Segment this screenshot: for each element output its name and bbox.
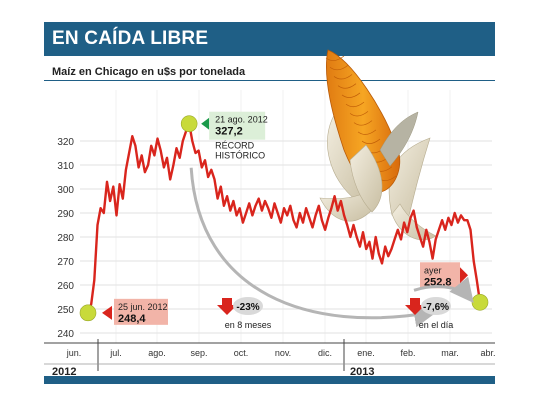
end-value-label: 252,8 xyxy=(424,276,452,288)
peak-label-box xyxy=(209,111,266,140)
y-tick-label-270: 270 xyxy=(57,257,74,268)
x-tick-label-0: jun. xyxy=(66,348,82,358)
corn-kernel-row-0 xyxy=(325,55,345,61)
corn-kernel-row-1 xyxy=(329,64,349,71)
drop-day-change-bubble xyxy=(421,297,451,315)
marker-end xyxy=(471,293,489,311)
x-tick-label-3: sep. xyxy=(190,348,207,358)
x-tick-label-2: ago. xyxy=(148,348,166,358)
end-date-label: ayer xyxy=(424,265,442,275)
corn-kernel-row-5 xyxy=(345,101,365,108)
x-tick-label-8: feb. xyxy=(400,348,415,358)
x-tick-label-7: ene. xyxy=(357,348,375,358)
x-tick-label-5: nov. xyxy=(275,348,291,358)
start-value-label: 248,4 xyxy=(118,313,146,325)
start-pointer xyxy=(102,305,112,320)
drop-8-months-period-label: en 8 meses xyxy=(225,320,272,330)
corn-kernel-row-9 xyxy=(361,138,381,144)
year-label-2013: 2013 xyxy=(350,366,374,378)
marker-peak xyxy=(180,115,198,133)
chart-subtitle: Maíz en Chicago en u$s por tonelada xyxy=(52,66,246,78)
drop-8-months-down-arrow-icon xyxy=(217,298,237,315)
x-tick-label-10: abr. xyxy=(480,348,495,358)
page-title: EN CAÍDA LIBRE xyxy=(52,28,209,49)
y-tick-label-260: 260 xyxy=(57,281,74,292)
drop-day-down-arrow-icon xyxy=(405,298,425,315)
drop-arrow-day xyxy=(413,276,474,303)
year-label-2012: 2012 xyxy=(52,366,76,378)
x-tick-label-6: dic. xyxy=(318,348,332,358)
drop-day-period-label: en el día xyxy=(419,320,454,330)
corn-husk-front xyxy=(349,144,383,213)
drop-day-change-label: -7,6% xyxy=(423,302,449,313)
corn-kernel-row-3 xyxy=(337,83,357,89)
drop-8-months-change-bubble xyxy=(233,297,263,315)
y-tick-label-280: 280 xyxy=(57,233,74,244)
corn-kernel-row-6 xyxy=(349,111,369,117)
subtitle-rule xyxy=(44,80,495,81)
y-tick-label-310: 310 xyxy=(57,161,74,172)
series-layer xyxy=(86,122,482,314)
footer-rule xyxy=(44,376,495,384)
corn-kernel-row-4 xyxy=(341,92,361,98)
series-line-maiz xyxy=(86,122,482,314)
drop-8-months-change-label: -23% xyxy=(236,302,259,313)
corn-illustration xyxy=(319,49,437,241)
end-pointer xyxy=(460,267,468,284)
start-date-label: 25 jun. 2012 xyxy=(118,302,168,312)
corn-kernel-row-2 xyxy=(333,74,353,80)
peak-value-label: 327,2 xyxy=(215,126,243,138)
y-tick-label-250: 250 xyxy=(57,305,74,316)
start-label-box xyxy=(114,298,168,325)
y-tick-label-320: 320 xyxy=(57,137,74,148)
axis-layer: 240 250 260 270 280 290 300 310 320 jun. jul. ago. s… xyxy=(44,137,496,378)
corn-kernel-row-8 xyxy=(357,129,377,135)
peak-note-line1: RÉCORD xyxy=(215,141,255,151)
y-tick-label-300: 300 xyxy=(57,185,74,196)
peak-date-label: 21 ago. 2012 xyxy=(215,115,268,125)
peak-note-line2: HISTÓRICO xyxy=(215,151,265,161)
drop-arrow-8-months xyxy=(189,167,438,328)
marker-start xyxy=(79,304,97,322)
x-tick-label-9: mar. xyxy=(441,348,459,358)
y-tick-label-290: 290 xyxy=(57,209,74,220)
header-banner: EN CAÍDA LIBRE xyxy=(44,22,495,56)
y-tick-label-240: 240 xyxy=(57,329,74,340)
corn-kernel-row-7 xyxy=(353,120,373,126)
peak-up-pointer xyxy=(201,117,210,130)
x-tick-label-4: oct. xyxy=(234,348,249,358)
corn-husk-inner xyxy=(379,111,419,167)
x-tick-label-1: jul. xyxy=(109,348,122,358)
